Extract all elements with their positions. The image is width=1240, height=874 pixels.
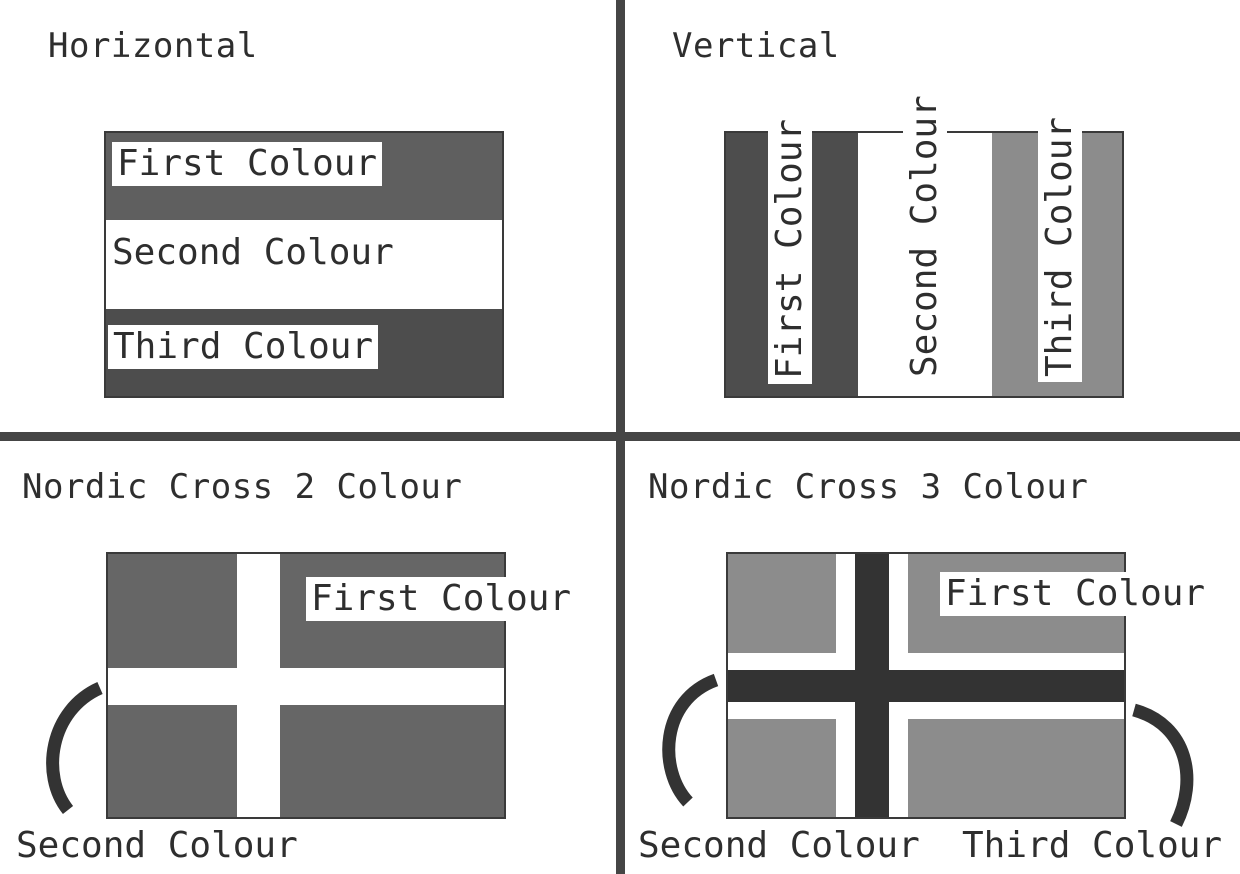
horizontal-first-colour-label: First Colour — [112, 142, 383, 186]
nordic2-title: Nordic Cross 2 Colour — [22, 467, 463, 507]
horizontal-second-colour-label: Second Colour — [112, 232, 394, 273]
horizontal-third-colour-label: Third Colour — [108, 325, 379, 369]
nordic3-third-colour-label: Third Colour — [962, 825, 1223, 866]
nordic3-cross-dark-horizontal — [728, 670, 1124, 702]
nordic2-first-colour-label: First Colour — [306, 577, 577, 621]
nordic2-second-colour-label: Second Colour — [16, 825, 298, 866]
nordic3-second-colour-bracket — [662, 673, 719, 807]
nordic2-second-colour-bracket — [46, 682, 103, 815]
vertical-second-colour-label: Second Colour — [903, 90, 947, 382]
nordic3-first-colour-label: First Colour — [940, 572, 1211, 616]
horizontal-divider — [0, 432, 1240, 441]
nordic3-title: Nordic Cross 3 Colour — [648, 467, 1089, 507]
horizontal-title: Horizontal — [48, 26, 258, 66]
nordic3-second-colour-label: Second Colour — [638, 825, 920, 866]
vertical-third-colour-label: Third Colour — [1038, 111, 1082, 382]
nordic3-third-colour-bracket — [1131, 703, 1194, 827]
vertical-title: Vertical — [672, 26, 840, 66]
horizontal-stripe-2 — [106, 220, 502, 309]
nordic2-cross-horizontal — [108, 668, 504, 705]
vertical-first-colour-label: First Colour — [768, 113, 812, 384]
